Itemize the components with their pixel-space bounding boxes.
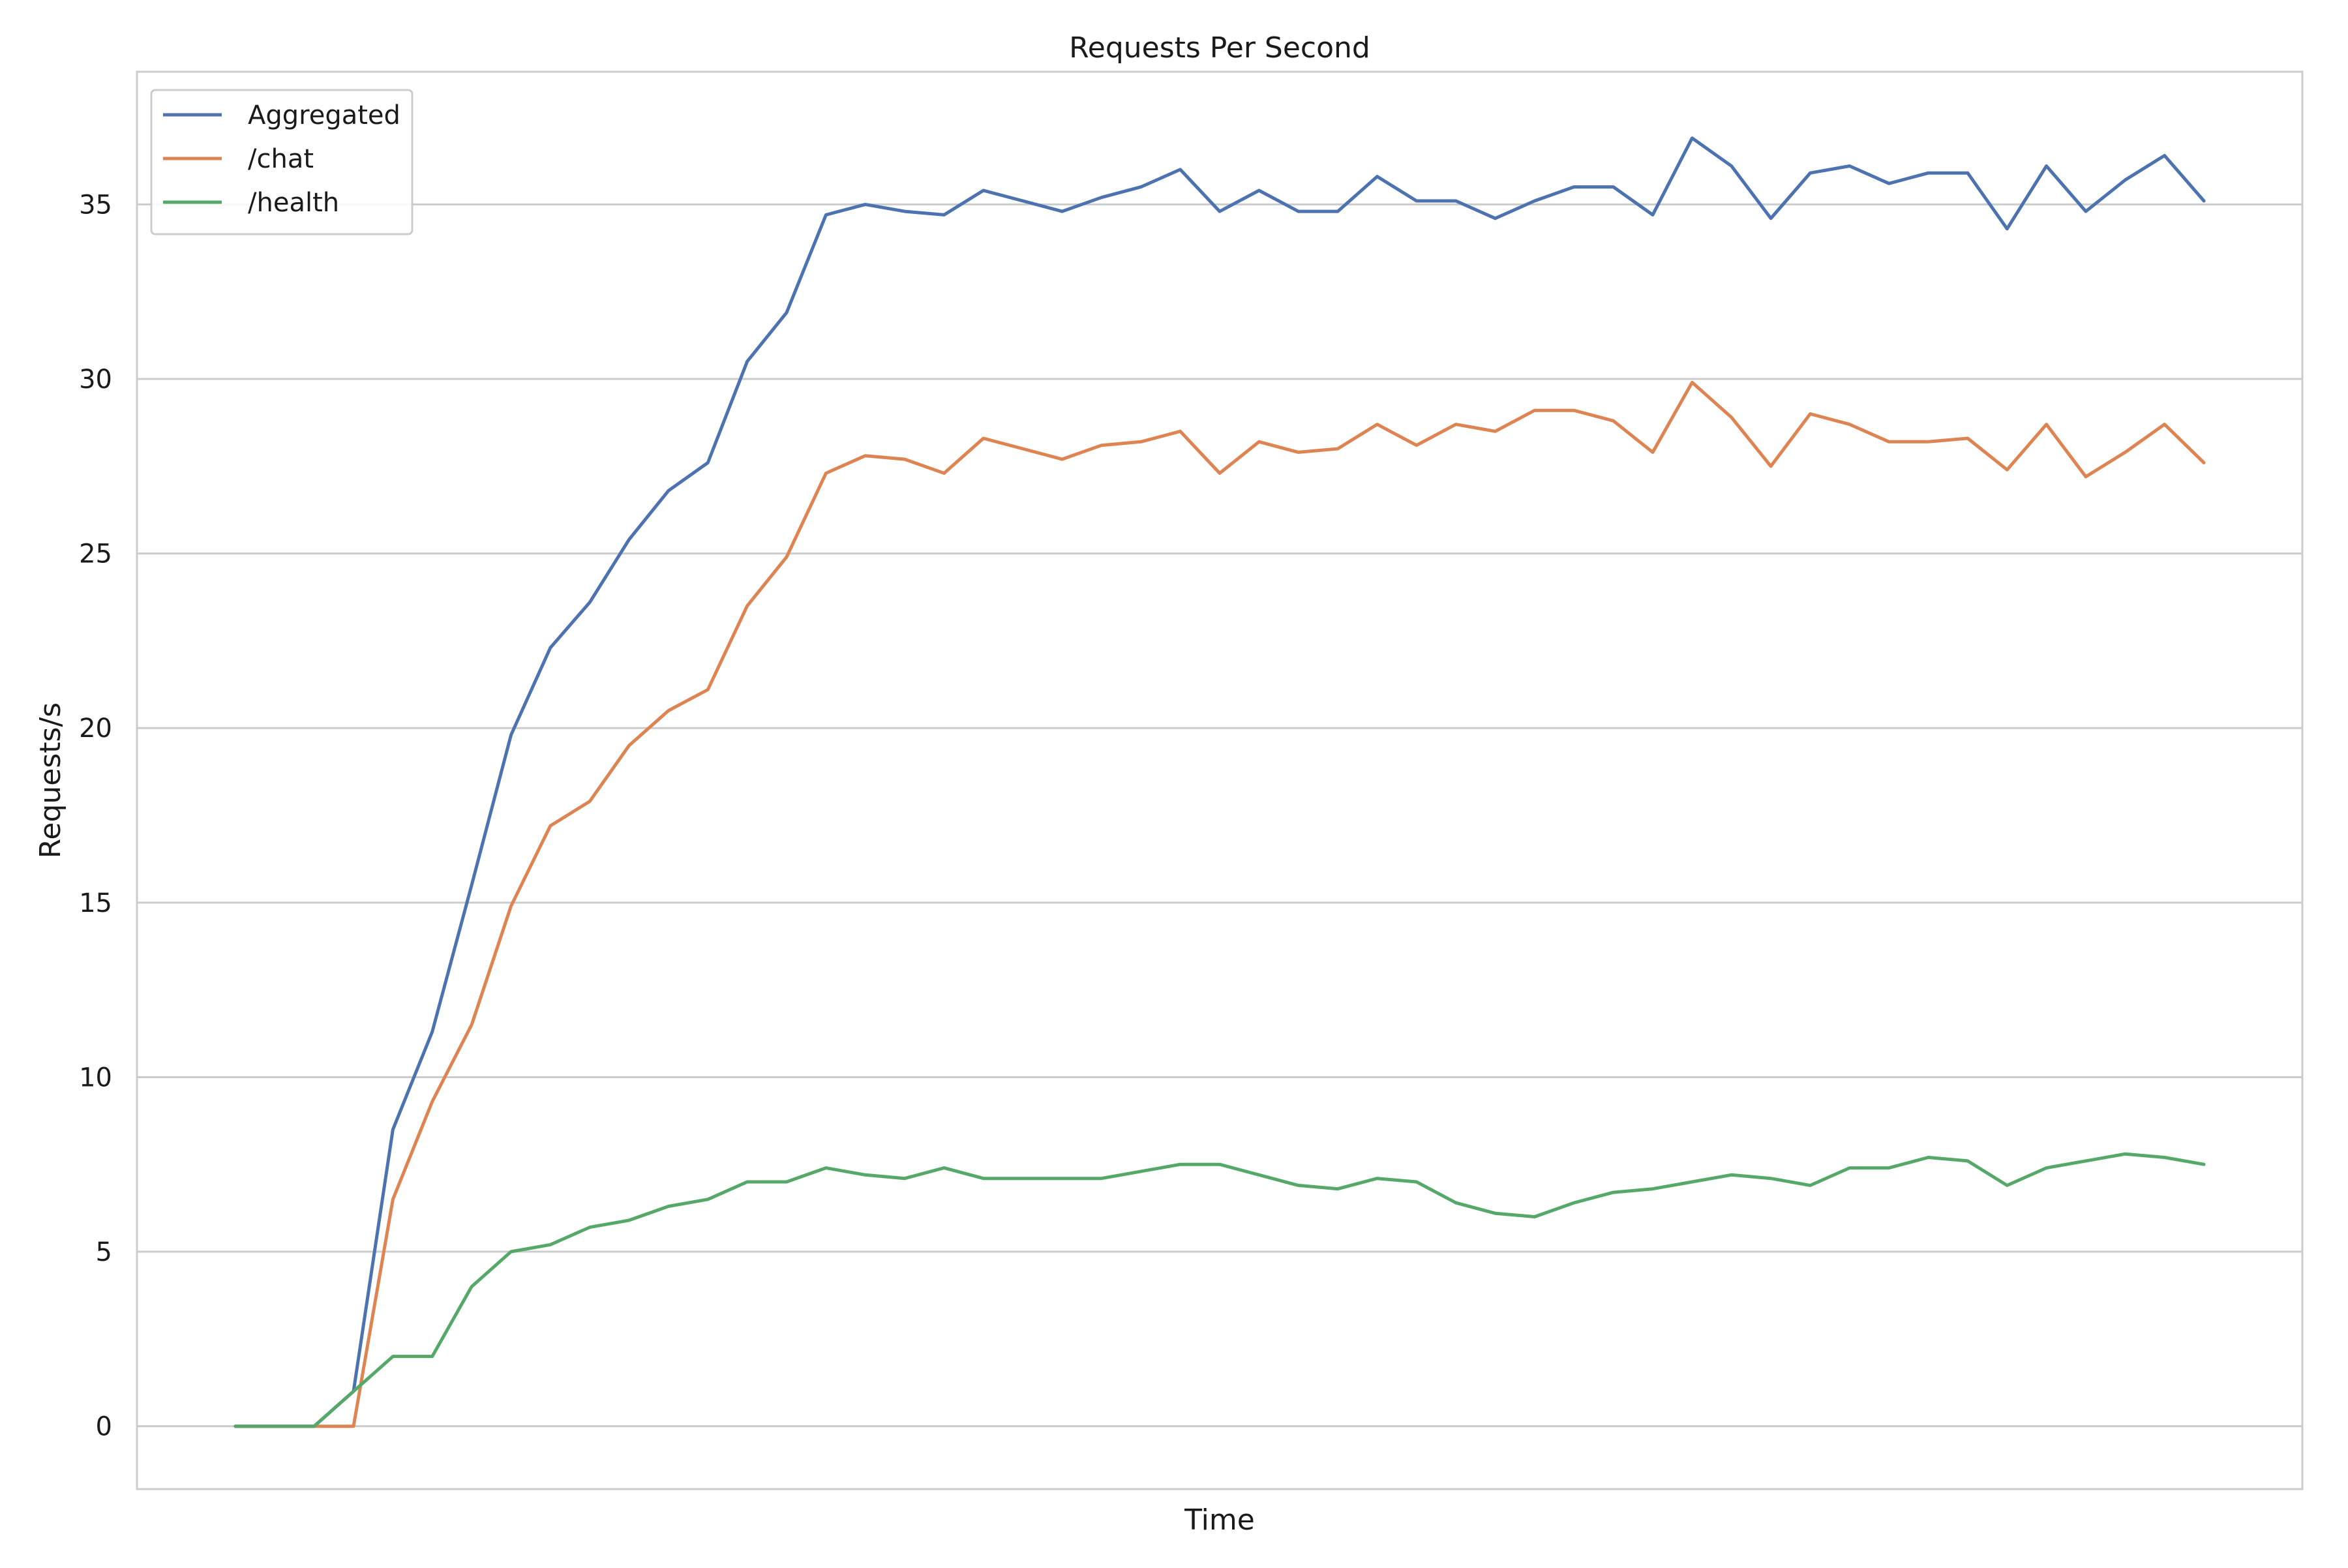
series-line-0 (233, 136, 2206, 1428)
y-tick-label: 10 (79, 1063, 112, 1093)
gridlines (137, 203, 2302, 1428)
series-line-1 (233, 380, 2206, 1428)
series-line-2 (233, 1152, 2206, 1428)
legend: Aggregated/chat/health (150, 89, 414, 235)
y-tick-label: 30 (79, 365, 112, 395)
chart-title: Requests Per Second (1069, 31, 1370, 65)
y-tick-label: 20 (79, 714, 112, 744)
legend-label: Aggregated (248, 100, 400, 130)
legend-label: /chat (248, 144, 314, 174)
y-axis-label: Requests/s (34, 702, 67, 858)
y-tick-label: 0 (96, 1412, 112, 1442)
y-tick-label: 15 (79, 888, 112, 918)
y-axis-ticks: 0 5 10 15 20 25 30 35 (79, 190, 112, 1441)
series-lines (233, 136, 2206, 1428)
legend-label: /health (248, 188, 339, 218)
y-tick-label: 35 (79, 190, 112, 220)
legend-box (150, 89, 414, 235)
x-axis-label: Time (1184, 1503, 1255, 1537)
plot-area-frame (136, 70, 2304, 1490)
y-tick-label: 5 (96, 1237, 112, 1267)
y-tick-label: 25 (79, 539, 112, 569)
